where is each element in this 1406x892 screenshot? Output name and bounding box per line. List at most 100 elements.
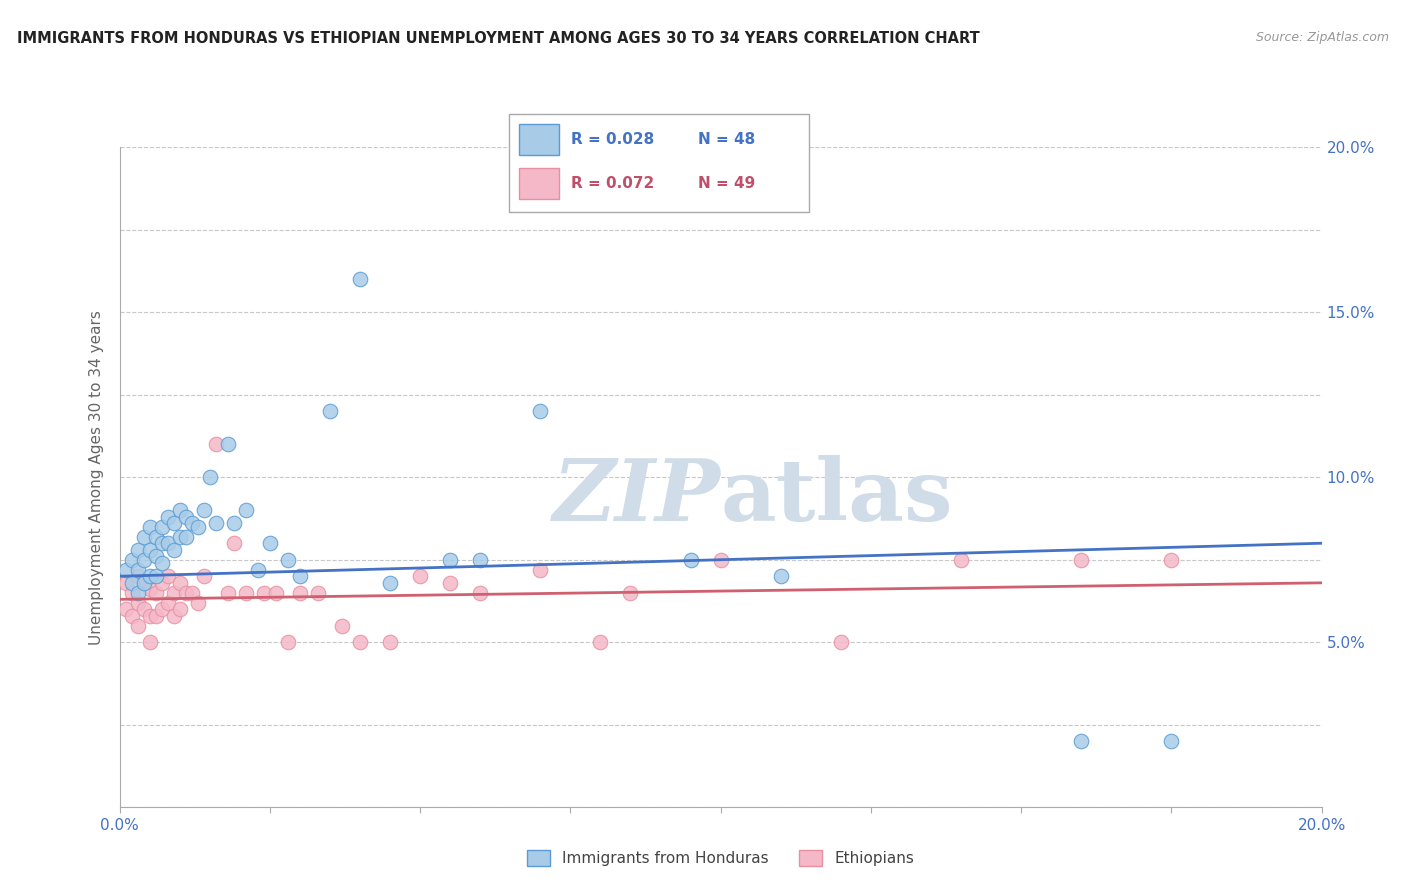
Point	[288, 569, 311, 583]
Point	[150, 575, 173, 590]
Point	[174, 509, 197, 524]
Text: N = 49: N = 49	[697, 176, 755, 191]
Point	[114, 575, 136, 590]
Point	[439, 553, 461, 567]
Point	[162, 586, 184, 600]
Point	[193, 569, 215, 583]
Point	[121, 586, 143, 600]
Point	[138, 542, 160, 557]
Legend: Immigrants from Honduras, Ethiopians: Immigrants from Honduras, Ethiopians	[520, 844, 921, 872]
Point	[132, 553, 155, 567]
Point	[253, 586, 276, 600]
Point	[330, 619, 353, 633]
Point	[132, 602, 155, 616]
Point	[222, 536, 245, 550]
Point	[830, 635, 852, 649]
Text: N = 48: N = 48	[697, 132, 755, 146]
Point	[138, 519, 160, 533]
Bar	[519, 168, 558, 199]
Point	[277, 635, 299, 649]
Point	[709, 553, 731, 567]
Point	[145, 569, 167, 583]
Point	[132, 575, 155, 590]
Point	[187, 519, 209, 533]
Point	[180, 516, 202, 531]
Point	[127, 569, 149, 583]
Point	[156, 509, 179, 524]
Point	[439, 575, 461, 590]
Point	[145, 549, 167, 564]
Y-axis label: Unemployment Among Ages 30 to 34 years: Unemployment Among Ages 30 to 34 years	[89, 310, 104, 645]
Point	[150, 556, 173, 570]
Point	[156, 536, 179, 550]
Point	[679, 553, 702, 567]
Bar	[519, 124, 558, 154]
Point	[204, 516, 226, 531]
Point	[1070, 734, 1092, 748]
Point	[156, 569, 179, 583]
Point	[235, 503, 257, 517]
Point	[138, 582, 160, 597]
Point	[114, 602, 136, 616]
Point	[950, 553, 973, 567]
Point	[145, 586, 167, 600]
Text: atlas: atlas	[720, 455, 953, 539]
Point	[162, 608, 184, 623]
Point	[349, 272, 371, 286]
Point	[127, 596, 149, 610]
Point	[156, 596, 179, 610]
Point	[198, 470, 221, 484]
Point	[1160, 553, 1182, 567]
Text: ZIP: ZIP	[553, 455, 720, 539]
Point	[127, 619, 149, 633]
Point	[121, 608, 143, 623]
Point	[127, 586, 149, 600]
Text: R = 0.028: R = 0.028	[571, 132, 654, 146]
Point	[529, 563, 551, 577]
Point	[1070, 553, 1092, 567]
Point	[1160, 734, 1182, 748]
Point	[307, 586, 329, 600]
Point	[187, 596, 209, 610]
Point	[150, 519, 173, 533]
Point	[288, 586, 311, 600]
Point	[121, 553, 143, 567]
Point	[277, 553, 299, 567]
Point	[174, 586, 197, 600]
Point	[349, 635, 371, 649]
Point	[378, 575, 401, 590]
Point	[193, 503, 215, 517]
Point	[138, 569, 160, 583]
Point	[169, 602, 191, 616]
Point	[319, 404, 342, 418]
Point	[132, 530, 155, 544]
Point	[259, 536, 281, 550]
Point	[409, 569, 432, 583]
Point	[145, 608, 167, 623]
Point	[769, 569, 792, 583]
Point	[264, 586, 287, 600]
Point	[468, 586, 492, 600]
Point	[138, 635, 160, 649]
Point	[217, 437, 239, 451]
Point	[468, 553, 492, 567]
Text: Source: ZipAtlas.com: Source: ZipAtlas.com	[1256, 31, 1389, 45]
Text: R = 0.072: R = 0.072	[571, 176, 654, 191]
Point	[589, 635, 612, 649]
Point	[222, 516, 245, 531]
Point	[150, 536, 173, 550]
Point	[114, 563, 136, 577]
Point	[180, 586, 202, 600]
Point	[174, 530, 197, 544]
Point	[169, 575, 191, 590]
Point	[127, 542, 149, 557]
Point	[162, 516, 184, 531]
Point	[619, 586, 641, 600]
Point	[121, 575, 143, 590]
Point	[127, 563, 149, 577]
Point	[204, 437, 226, 451]
Point	[150, 602, 173, 616]
Point	[378, 635, 401, 649]
Point	[169, 503, 191, 517]
Point	[235, 586, 257, 600]
